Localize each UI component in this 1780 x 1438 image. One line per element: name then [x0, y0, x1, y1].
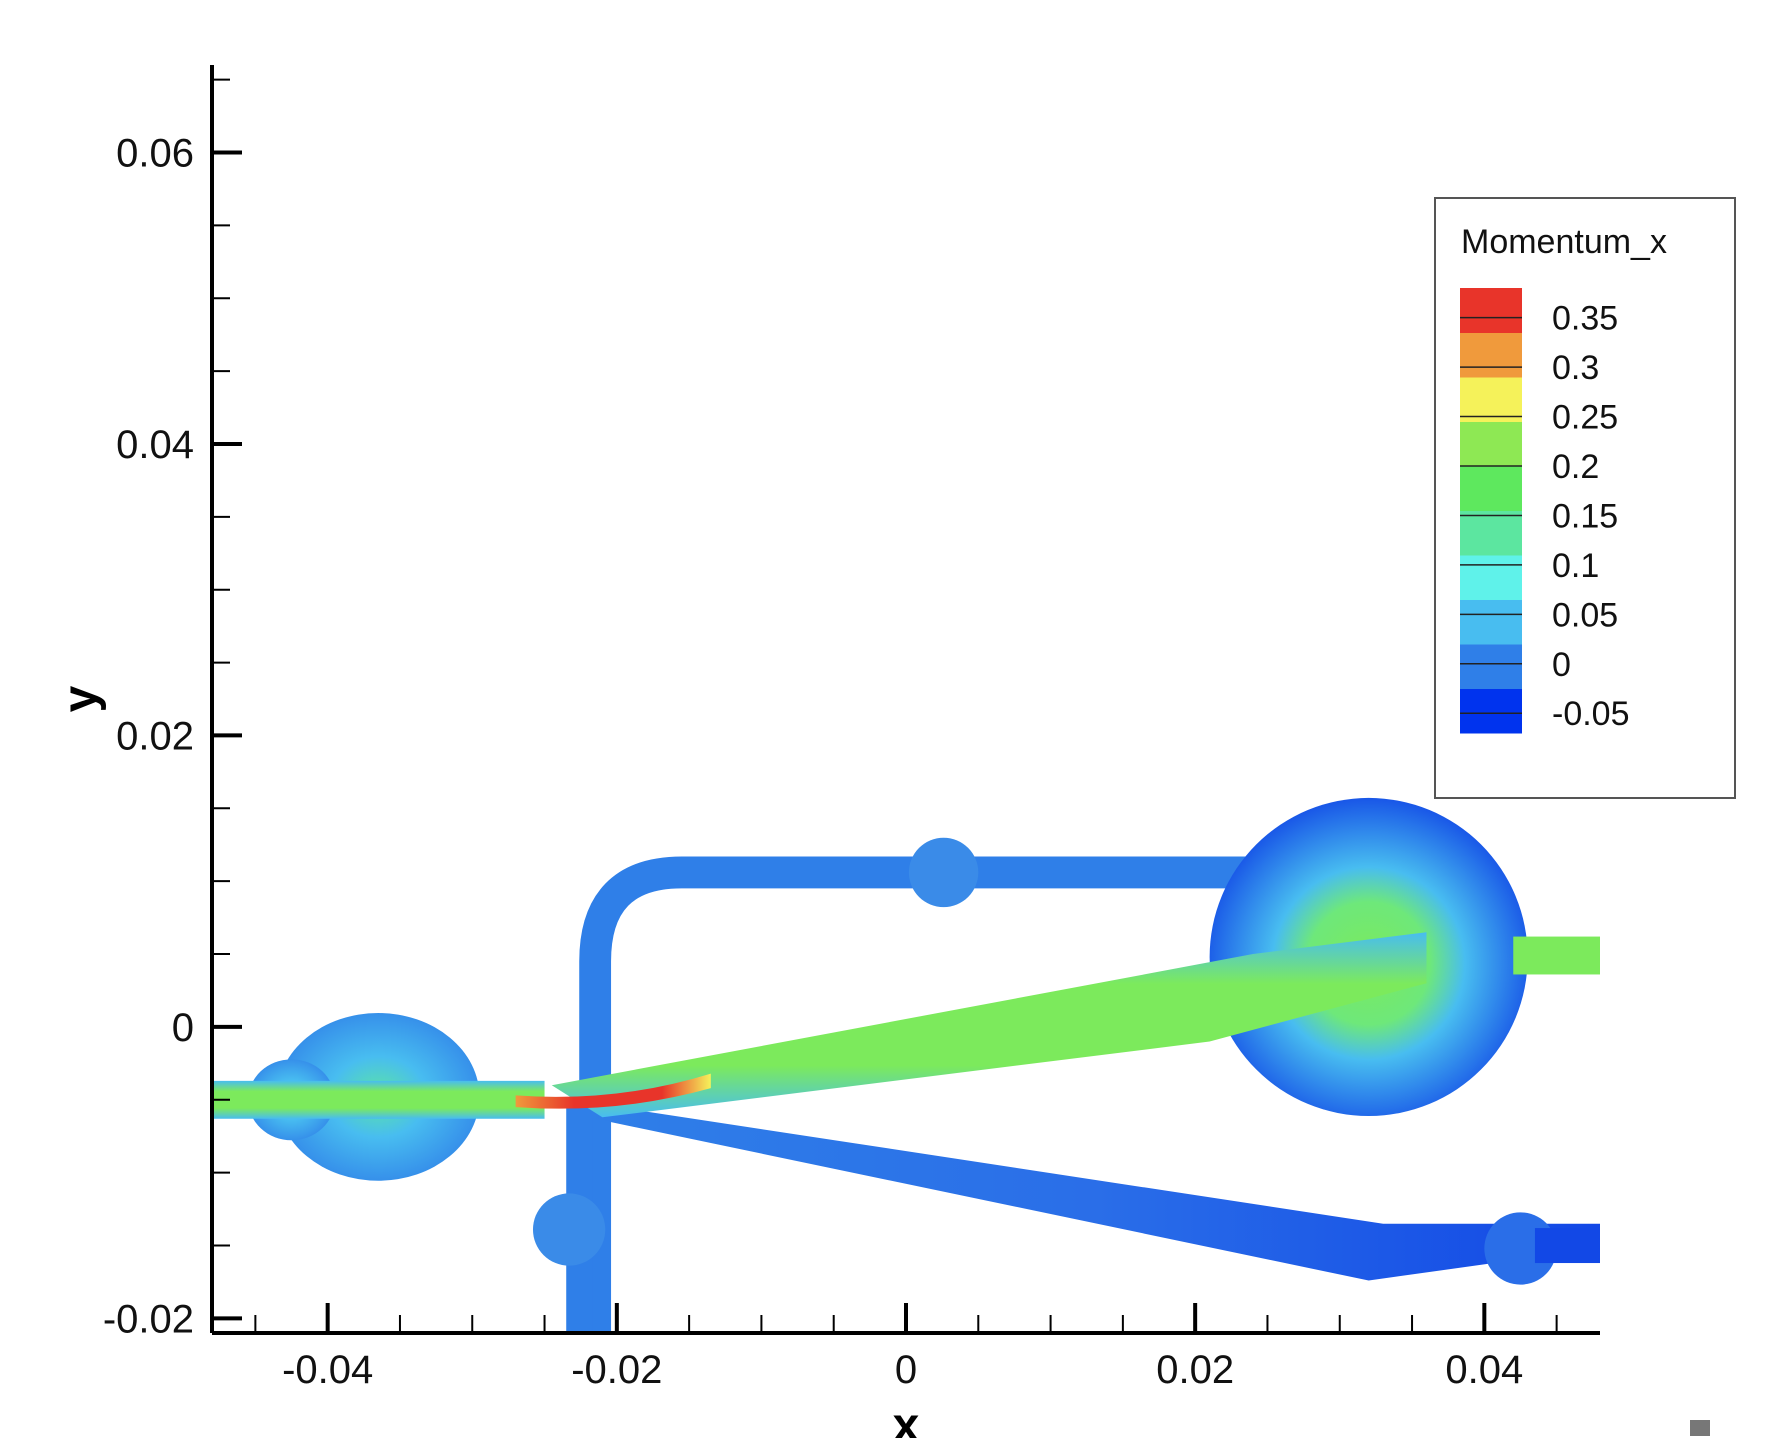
colorbar-band — [1460, 377, 1522, 422]
x-tick-label: 0 — [895, 1348, 917, 1392]
upper-control-bulb — [908, 837, 979, 908]
y-tick-label: 0.02 — [116, 714, 194, 758]
y-tick-label: 0.04 — [116, 423, 194, 467]
colorbar-band — [1460, 288, 1522, 333]
colorbar-labels: 0.35 0.3 0.25 0.2 0.15 0.1 0.05 0 -0.05 — [1552, 300, 1630, 734]
corner-marker — [1690, 1420, 1710, 1436]
colorbar-legend: Momentum_x 0.35 0.3 0.25 0.2 0.15 0.1 0.05 0 -0.… — [1434, 197, 1736, 799]
lower-output-branch — [587, 1102, 1600, 1281]
upper-outlet-channel — [1513, 936, 1600, 975]
colorbar-band — [1460, 332, 1522, 378]
contour-field — [212, 797, 1600, 1333]
colorbar-band — [1460, 466, 1522, 511]
jet-core — [515, 1073, 711, 1109]
colorbar-band — [1460, 421, 1522, 467]
colorbar-level-label: 0.3 — [1552, 349, 1599, 387]
y-tick-label: -0.02 — [103, 1297, 194, 1341]
x-tick-label: -0.04 — [282, 1348, 373, 1392]
x-tick-label: -0.02 — [571, 1348, 662, 1392]
colorbar-level-label: -0.05 — [1552, 695, 1630, 733]
colorbar-bands — [1460, 288, 1522, 734]
x-tick-label: 0.02 — [1156, 1348, 1234, 1392]
x-axis-title: x — [893, 1399, 920, 1438]
colorbar-level-label: 0.35 — [1552, 300, 1618, 338]
colorbar-band — [1460, 555, 1522, 600]
tick-labels: -0.04 -0.02 0 0.02 0.04 -0.02 0 0.02 0.04 0.06 — [103, 131, 1523, 1392]
colorbar-level-label: 0.25 — [1552, 399, 1618, 437]
x-tick-label: 0.04 — [1445, 1348, 1523, 1392]
colorbar-level-label: 0.2 — [1552, 448, 1599, 486]
lower-control-bulb — [532, 1193, 606, 1266]
colorbar-level-label: 0 — [1552, 646, 1571, 684]
colorbar-band — [1460, 688, 1522, 734]
main-jet — [551, 932, 1427, 1118]
feedback-loop-channel — [579, 856, 1356, 1333]
lower-outlet-channel — [1534, 1228, 1600, 1264]
legend-title: Momentum_x — [1461, 223, 1667, 261]
y-axis-title: y — [54, 685, 107, 712]
tick-marks — [212, 78, 1558, 1333]
colorbar-level-label: 0.15 — [1552, 497, 1618, 535]
y-tick-label: 0 — [172, 1006, 194, 1050]
colorbar-band — [1460, 599, 1522, 645]
y-tick-label: 0.06 — [116, 131, 194, 175]
colorbar-level-label: 0.1 — [1552, 547, 1599, 585]
colorbar-band — [1460, 644, 1522, 689]
inlet-channel — [212, 1080, 545, 1119]
colorbar-band — [1460, 510, 1522, 556]
colorbar-level-label: 0.05 — [1552, 596, 1618, 634]
